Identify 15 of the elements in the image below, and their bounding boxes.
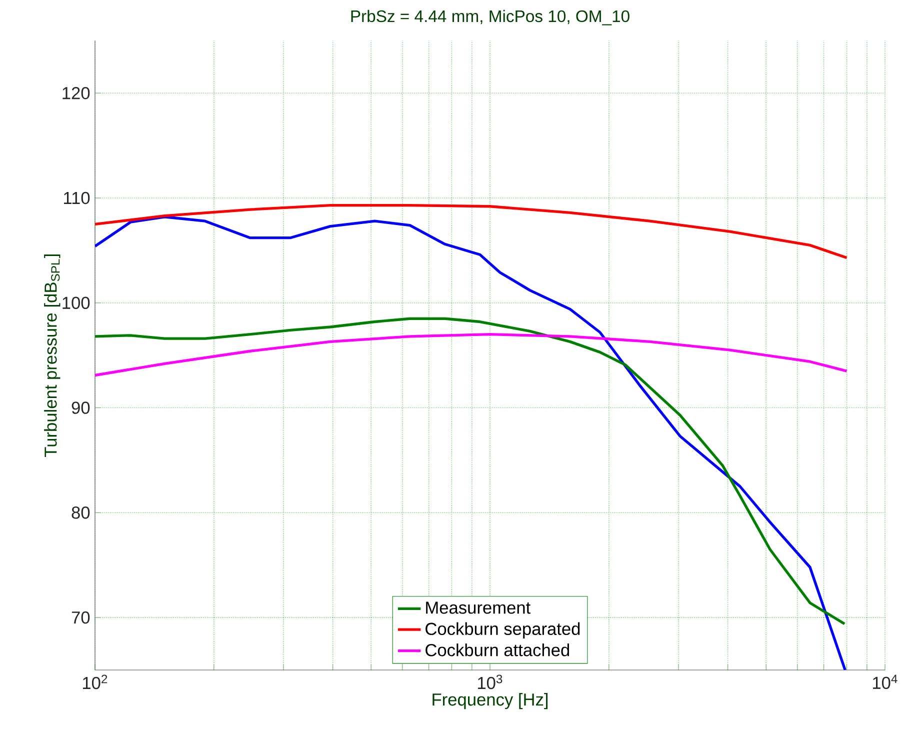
y-tick-label: 90 bbox=[72, 402, 90, 414]
x-tick-label: 10$^{2}$ bbox=[82, 674, 108, 690]
legend-label: Cockburn attached bbox=[426, 644, 570, 656]
y-tick-label: 110 bbox=[64, 192, 90, 204]
y-tick-label: 100 bbox=[62, 296, 90, 310]
x-tick-label: 10$^{3}$ bbox=[478, 674, 502, 690]
legend-label: Cockburn separated bbox=[426, 622, 580, 638]
y-axis-title: Turbulent pressure [dB$_{SPL}$] bbox=[44, 254, 60, 457]
x-tick-label: 10$^{4}$ bbox=[872, 674, 898, 690]
y-tick-label: 70 bbox=[72, 611, 90, 624]
y-tick-label: 120 bbox=[62, 86, 90, 100]
chart-title: PrbSz = 4.44 mm, MicPos 10, OM_10 bbox=[351, 10, 630, 26]
legend-label: Measurement bbox=[426, 602, 531, 614]
x-axis-title: Frequency [Hz] bbox=[432, 692, 548, 710]
y-tick-label: 80 bbox=[72, 506, 90, 519]
